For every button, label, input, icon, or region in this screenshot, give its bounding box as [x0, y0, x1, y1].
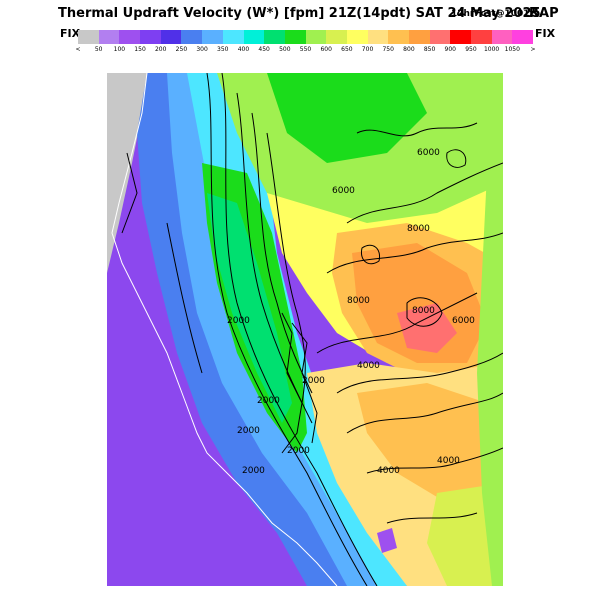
contour-label: 2000	[227, 316, 250, 326]
scale-tick-label: 400	[237, 46, 250, 53]
contour-label: 4000	[437, 456, 460, 466]
scale-tick-label: 500	[279, 46, 291, 53]
scale-swatch	[450, 30, 472, 44]
east-edge-green	[477, 163, 503, 586]
scale-swatch	[202, 30, 223, 44]
scale-swatch	[346, 30, 368, 44]
scale-swatch	[367, 30, 389, 44]
contour-label: 6000	[332, 186, 355, 196]
chart-title: Thermal Updraft Velocity (W*) [fpm] 21Z(…	[0, 6, 611, 24]
contour-label: 8000	[412, 306, 435, 316]
coastline	[111, 73, 338, 586]
forecast-info: 12hrFcst@1001z	[451, 9, 535, 19]
scale-tick-label: 1000	[483, 46, 500, 53]
fix-label-right: FIX	[535, 27, 556, 40]
scale-swatch	[388, 30, 409, 44]
scale-swatch	[305, 30, 327, 44]
scale-tick-label: 450	[258, 46, 270, 53]
scale-swatch	[326, 30, 347, 44]
scale-tick-label: 350	[217, 46, 229, 53]
scale-tick-label: 150	[134, 46, 146, 53]
scale-lt-marker: <	[75, 46, 81, 53]
color-scale-ticks: <50 100 150 200 250 300 350 400 450 500 550 600 650 7…	[75, 46, 536, 56]
scale-tick-label: 550	[299, 46, 312, 53]
scale-swatch	[160, 30, 182, 44]
scale-tick-label: 950	[465, 46, 477, 53]
scale-tick-label: 200	[154, 46, 167, 53]
scale-swatch	[429, 30, 451, 44]
contour-label: 6000	[452, 316, 475, 326]
scale-swatch	[409, 30, 430, 44]
color-scale-bar	[78, 30, 534, 44]
title-text: Thermal Updraft Velocity (W*) [fpm] 21Z(…	[58, 6, 541, 21]
contour-label: 2000	[287, 446, 310, 456]
scale-swatch	[98, 30, 120, 44]
contour-label: 4000	[377, 466, 400, 476]
scale-swatch	[78, 30, 99, 44]
contour-label: 4000	[357, 361, 380, 371]
scale-gt-marker: >	[530, 46, 536, 53]
scale-tick-label: 650	[341, 46, 353, 53]
thermal-map: 6000 6000 8000 8000 8000 2000 2000 2000 2000 2000…	[107, 73, 503, 586]
scale-swatch	[284, 30, 306, 44]
scale-tick-label: 850	[423, 46, 436, 53]
contour-lines	[121, 73, 503, 586]
scale-swatch	[119, 30, 141, 44]
contour-label: 6000	[417, 148, 440, 158]
scale-tick-label: 300	[196, 46, 208, 53]
model-name: RAP	[529, 6, 559, 21]
map-canvas: 6000 6000 8000 8000 8000 2000 2000 2000 2000 2000…	[107, 73, 503, 586]
contour-label: 2000	[242, 466, 265, 476]
scale-tick-label: 250	[175, 46, 188, 53]
scale-swatch	[181, 30, 203, 44]
scale-swatch	[243, 30, 265, 44]
contour-label: 2000	[302, 376, 325, 386]
scale-swatch	[491, 30, 513, 44]
contour-label: 2000	[257, 396, 280, 406]
scale-tick-label: 700	[361, 46, 374, 53]
scale-tick-label: 800	[403, 46, 415, 53]
scale-swatch	[471, 30, 492, 44]
fix-label-left: FIX	[60, 27, 81, 40]
small-purple-cell	[377, 528, 397, 553]
scale-tick-label: 50	[94, 46, 103, 53]
scale-swatch	[222, 30, 244, 44]
scale-tick-label: 1050	[504, 46, 520, 53]
scale-tick-label: 750	[382, 46, 394, 53]
scale-swatch	[140, 30, 161, 44]
scale-swatch	[512, 30, 534, 44]
scale-tick-label: 900	[444, 46, 456, 53]
north-green	[267, 73, 427, 163]
contour-label: 8000	[347, 296, 370, 306]
scale-swatch	[264, 30, 285, 44]
contour-label: 8000	[407, 224, 430, 234]
south-orange	[357, 383, 503, 503]
scale-tick-label: 600	[320, 46, 332, 53]
scale-tick-label: 100	[113, 46, 126, 53]
contour-labels: 6000 6000 8000 8000 8000 2000 2000 2000 2000 2000…	[227, 148, 475, 476]
desert-hot-spot	[397, 303, 457, 353]
contour-label: 2000	[237, 426, 260, 436]
